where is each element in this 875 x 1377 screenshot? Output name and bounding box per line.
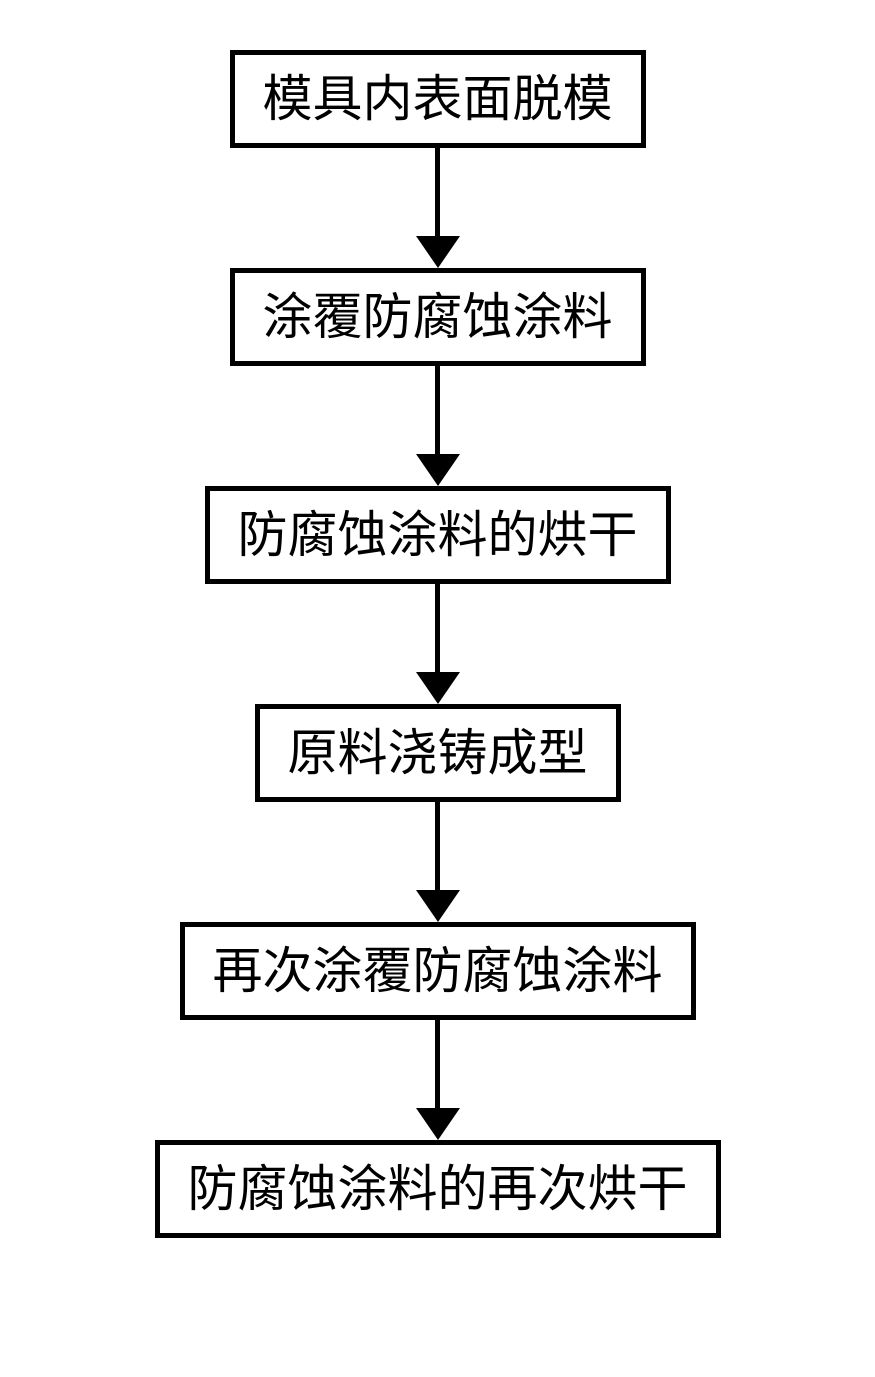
flowchart-node: 再次涂覆防腐蚀涂料 [180, 922, 696, 1020]
arrow-down-icon [416, 802, 460, 922]
flowchart-node: 原料浇铸成型 [255, 704, 621, 802]
arrow-line [435, 802, 440, 890]
flowchart-node: 涂覆防腐蚀涂料 [230, 268, 646, 366]
arrow-down-icon [416, 366, 460, 486]
arrow-head [416, 454, 460, 486]
arrow-down-icon [416, 1020, 460, 1140]
node-label: 原料浇铸成型 [288, 725, 588, 781]
arrow-head [416, 890, 460, 922]
node-label: 防腐蚀涂料的再次烘干 [188, 1161, 688, 1217]
arrow-down-icon [416, 148, 460, 268]
arrow-head [416, 1108, 460, 1140]
arrow-down-icon [416, 584, 460, 704]
flowchart-node: 防腐蚀涂料的再次烘干 [155, 1140, 721, 1238]
node-label: 再次涂覆防腐蚀涂料 [213, 943, 663, 999]
node-label: 模具内表面脱模 [263, 71, 613, 127]
node-label: 涂覆防腐蚀涂料 [263, 289, 613, 345]
arrow-head [416, 672, 460, 704]
arrow-line [435, 1020, 440, 1108]
flowchart-container: 模具内表面脱模 涂覆防腐蚀涂料 防腐蚀涂料的烘干 原料浇铸成型 再次涂覆防腐蚀涂… [155, 50, 721, 1238]
flowchart-node: 防腐蚀涂料的烘干 [205, 486, 671, 584]
arrow-head [416, 236, 460, 268]
node-label: 防腐蚀涂料的烘干 [238, 507, 638, 563]
arrow-line [435, 148, 440, 236]
flowchart-node: 模具内表面脱模 [230, 50, 646, 148]
arrow-line [435, 584, 440, 672]
arrow-line [435, 366, 440, 454]
